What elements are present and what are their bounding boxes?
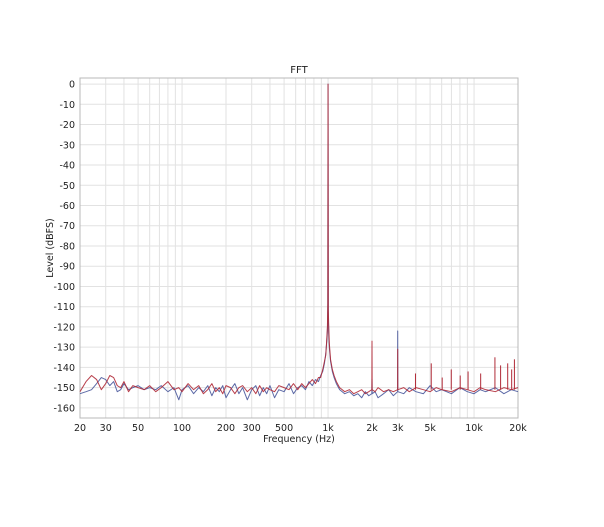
x-tick-label: 100 bbox=[173, 423, 191, 434]
x-tick-label: 5k bbox=[424, 423, 436, 434]
x-tick-label: 3k bbox=[392, 423, 404, 434]
x-tick-labels: 20 30 50 100 200 300 500 1k 2k 3k 5k 10k 20k bbox=[74, 423, 527, 434]
y-tick-labels: 0 -10 -20 -30 -40 -50 -60 -70 -80 -90 -100 -110 -120… bbox=[53, 80, 75, 415]
x-tick-label: 1k bbox=[322, 423, 334, 434]
y-tick-label: -80 bbox=[59, 241, 75, 252]
y-tick-label: -160 bbox=[53, 403, 75, 414]
x-tick-label: 500 bbox=[275, 423, 293, 434]
x-axis-title: Frequency (Hz) bbox=[263, 434, 335, 445]
y-tick-label: -10 bbox=[59, 100, 75, 111]
y-tick-label: -70 bbox=[59, 221, 75, 232]
x-tick-label: 10k bbox=[465, 423, 483, 434]
grid bbox=[79, 78, 519, 418]
y-axis-title: Level (dBFS) bbox=[45, 218, 56, 277]
y-tick-label: -130 bbox=[53, 343, 75, 354]
y-tick-label: -110 bbox=[53, 302, 75, 313]
plot-area-frame bbox=[79, 77, 519, 419]
series-line-2 bbox=[79, 83, 519, 395]
x-tick-label: 50 bbox=[132, 423, 144, 434]
x-tick-label: 300 bbox=[243, 423, 261, 434]
y-tick-label: -30 bbox=[59, 140, 75, 151]
y-tick-label: -90 bbox=[59, 262, 75, 273]
x-tick-label: 20 bbox=[74, 423, 86, 434]
y-tick-label: -120 bbox=[53, 322, 75, 333]
x-tick-label: 2k bbox=[366, 423, 378, 434]
y-tick-label: -40 bbox=[59, 161, 75, 172]
series-layer bbox=[79, 83, 519, 401]
y-tick-label: -100 bbox=[53, 282, 75, 293]
y-tick-label: -140 bbox=[53, 363, 75, 374]
x-tick-label: 200 bbox=[217, 423, 235, 434]
y-tick-label: -60 bbox=[59, 201, 75, 212]
y-tick-label: -150 bbox=[53, 383, 75, 394]
y-tick-label: -20 bbox=[59, 120, 75, 131]
x-tick-label: 30 bbox=[100, 423, 112, 434]
y-tick-label: -50 bbox=[59, 181, 75, 192]
y-tick-label: 0 bbox=[69, 80, 75, 91]
chart-title: FFT bbox=[290, 65, 308, 76]
x-tick-label: 20k bbox=[509, 423, 527, 434]
